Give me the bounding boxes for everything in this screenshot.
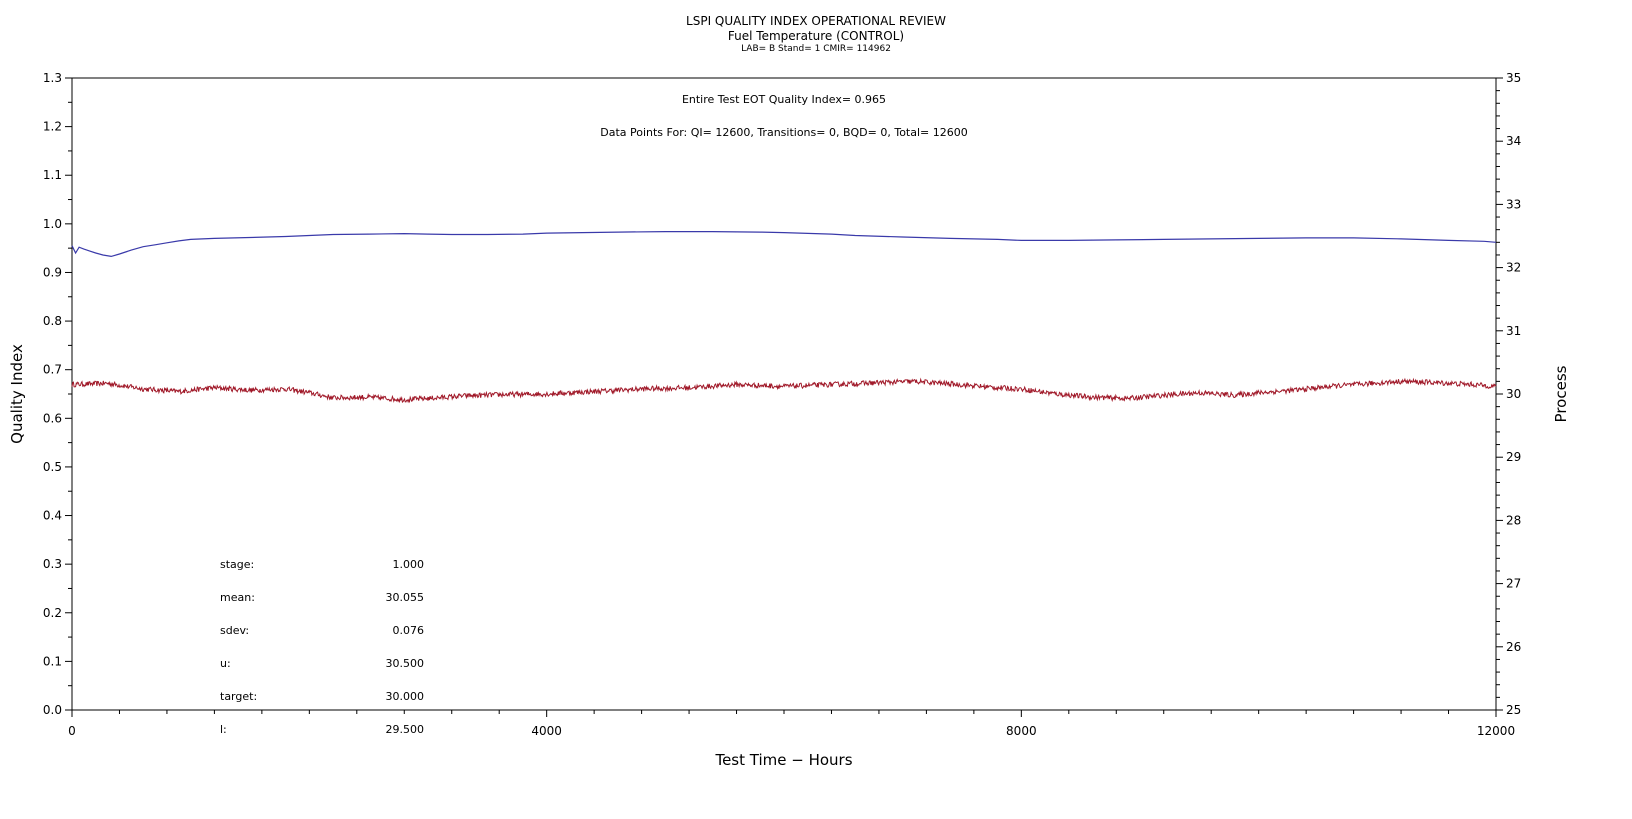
y-right-tick-label: 30	[1506, 387, 1521, 401]
quality-index-series-line	[71, 231, 1497, 258]
y-right-tick-label: 26	[1506, 640, 1521, 654]
stat-value: 30.500	[386, 657, 425, 670]
y-left-tick-label: 0.0	[43, 703, 62, 717]
y-right-tick-label: 31	[1506, 324, 1521, 338]
y-right-tick-label: 33	[1506, 197, 1521, 211]
y-left-tick-label: 0.9	[43, 265, 62, 279]
y-right-tick-label: 32	[1506, 261, 1521, 275]
y-left-tick-label: 0.2	[43, 606, 62, 620]
chart-subsubtitle: LAB= B Stand= 1 CMIR= 114962	[741, 44, 891, 54]
stat-value: 30.000	[386, 690, 425, 703]
process-series-line	[71, 377, 1497, 404]
y-left-tick-label: 1.0	[43, 217, 62, 231]
y-right-tick-label: 28	[1506, 513, 1521, 527]
y-right-tick-label: 35	[1506, 71, 1521, 85]
y-left-axis-label: Quality Index	[8, 344, 26, 444]
x-tick-label: 0	[68, 724, 76, 738]
y-left-tick-label: 0.4	[43, 509, 62, 523]
y-right-tick-label: 25	[1506, 703, 1521, 717]
y-left-tick-label: 0.1	[43, 654, 62, 668]
stat-label: target:	[220, 690, 257, 703]
y-left-tick-label: 1.3	[43, 71, 62, 85]
eot-quality-index-annotation: Entire Test EOT Quality Index= 0.965	[682, 93, 886, 106]
x-axis-label: Test Time − Hours	[714, 751, 852, 769]
chart-subtitle: Fuel Temperature (CONTROL)	[727, 29, 905, 43]
y-left-tick-label: 0.8	[43, 314, 62, 328]
stat-value: 30.055	[386, 591, 425, 604]
stat-value: 29.500	[386, 723, 425, 736]
stat-label: stage:	[220, 558, 254, 571]
x-tick-label: 4000	[531, 724, 562, 738]
y-left-tick-label: 0.6	[43, 411, 62, 425]
y-right-tick-label: 34	[1506, 134, 1521, 148]
y-right-tick-label: 29	[1506, 450, 1521, 464]
y-right-tick-label: 27	[1506, 577, 1521, 591]
data-points-annotation: Data Points For: QI= 12600, Transitions=…	[600, 126, 968, 139]
y-right-axis-label: Process	[1552, 365, 1570, 422]
plot-frame	[71, 77, 1497, 711]
stat-label: mean:	[220, 591, 255, 604]
x-tick-label: 12000	[1477, 724, 1515, 738]
x-tick-label: 8000	[1006, 724, 1037, 738]
stat-value: 1.000	[393, 558, 425, 571]
y-left-tick-label: 0.5	[43, 460, 62, 474]
stat-label: sdev:	[220, 624, 249, 637]
stat-label: l:	[220, 723, 227, 736]
stat-label: u:	[220, 657, 231, 670]
chart-title: LSPI QUALITY INDEX OPERATIONAL REVIEW	[686, 14, 946, 28]
y-left-tick-label: 1.2	[43, 120, 62, 134]
stat-value: 0.076	[393, 624, 425, 637]
y-left-tick-label: 0.7	[43, 363, 62, 377]
y-left-tick-label: 0.3	[43, 557, 62, 571]
y-left-tick-label: 1.1	[43, 168, 62, 182]
